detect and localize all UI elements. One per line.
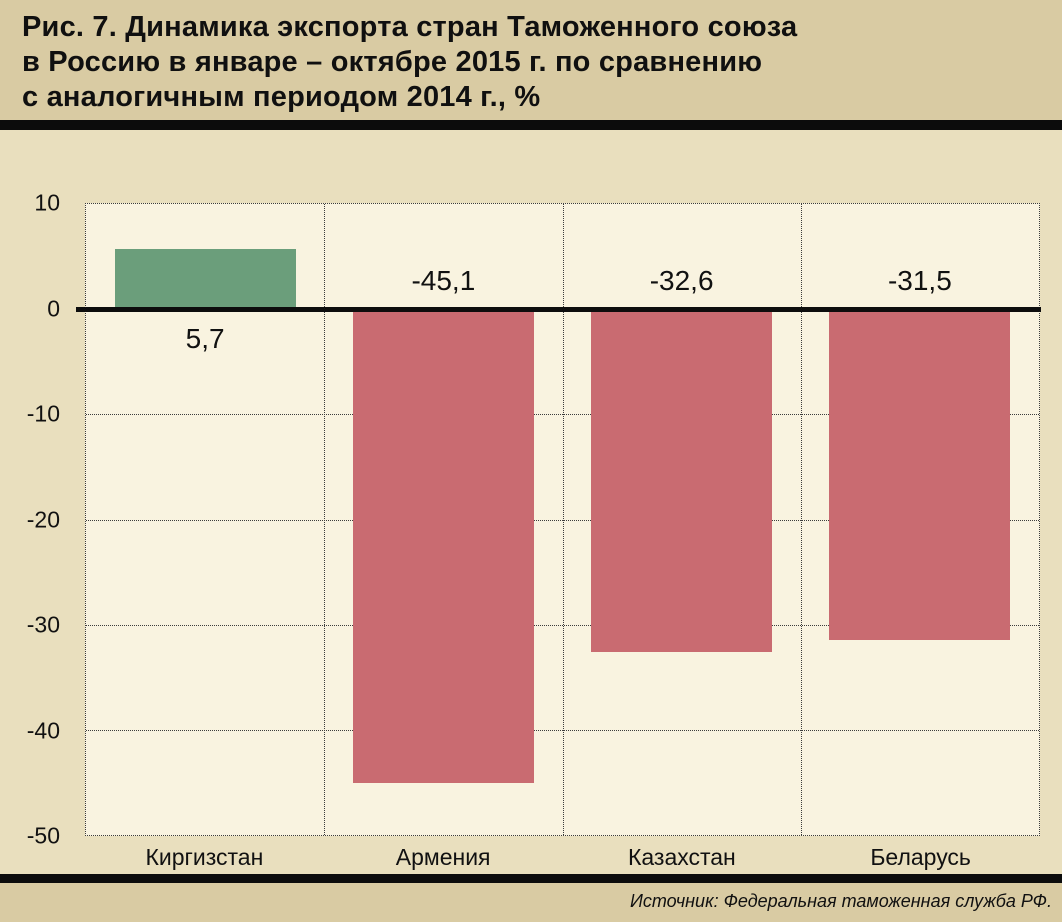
value-label: -31,5: [887, 265, 952, 297]
y-tick-label: -40: [26, 717, 60, 743]
plot-area: 5,7 -45,1 -32,6 -31,5: [76, 203, 1041, 836]
title-line-3: с аналогичным периодом 2014 г., %: [22, 81, 541, 113]
column-separator: [324, 204, 326, 835]
bar-chart: 10 0 -10 -20 -30 -40 -50 5,7 -45,1 -32,6 -31,5 Ки…: [0, 130, 1062, 874]
x-category-label: Киргизстан: [145, 844, 264, 870]
title-line-2: в Россию в январе – октябре 2015 г. по с…: [22, 46, 763, 78]
y-tick-label: -50: [26, 822, 60, 849]
y-tick-label: -10: [26, 400, 60, 427]
bar: [352, 309, 534, 784]
title-divider-rule: [0, 120, 1062, 145]
x-axis-labels: Киргизстан Армения Казахстан Беларусь: [85, 842, 1040, 874]
y-tick-label: 10: [34, 189, 60, 216]
figure-title: Рис. 7. Динамика экспорта стран Таможенн…: [0, 0, 1062, 115]
column-separator: [800, 204, 802, 835]
y-axis: 10 0 -10 -20 -30 -40 -50: [0, 190, 72, 849]
title-line-1: Рис. 7. Динамика экспорта стран Таможенн…: [22, 11, 798, 43]
x-category-label: Казахстан: [627, 844, 736, 870]
x-category-label: Беларусь: [870, 844, 971, 870]
zero-axis-line: [76, 307, 1041, 313]
source-note: Источник: Федеральная таможенная служба …: [0, 883, 1062, 922]
column-separator: [562, 204, 564, 835]
value-label: 5,7: [185, 323, 225, 355]
bar: [591, 309, 773, 652]
value-label: -45,1: [411, 265, 476, 297]
source-text: Источник: Федеральная таможенная служба …: [629, 891, 1052, 911]
y-tick-label: 0: [47, 295, 60, 321]
x-category-label: Армения: [395, 844, 491, 870]
value-label: -32,6: [649, 265, 714, 297]
bottom-divider-rule: [0, 874, 1062, 883]
y-tick-label: -20: [26, 506, 60, 532]
bar: [829, 309, 1011, 641]
y-tick-label: -30: [26, 611, 60, 638]
bar: [114, 249, 296, 310]
